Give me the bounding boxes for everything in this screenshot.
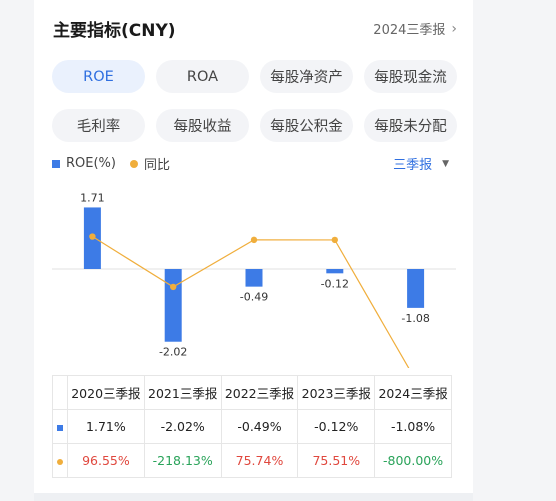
bar-legend-marker xyxy=(52,159,60,168)
roe-bar xyxy=(326,269,344,274)
table-cell: -2.02% xyxy=(143,409,222,444)
table-cell: -0.49% xyxy=(220,409,299,444)
table-row-yoy: 96.55% -218.13% 75.74% 75.51% -800.00% xyxy=(52,443,452,478)
bar-value-label: -2.02 xyxy=(159,346,187,359)
header-marker-cell xyxy=(52,375,68,410)
table-cell: 96.55% xyxy=(67,443,145,478)
table-header-cell: 2020三季报 xyxy=(67,375,145,410)
caret-down-icon: ▼ xyxy=(442,158,449,169)
line-legend-label: 同比 xyxy=(143,158,170,173)
right-gutter xyxy=(473,0,556,501)
chevron-right-icon: › xyxy=(451,20,457,37)
line-legend-marker xyxy=(129,159,138,168)
roe-bar xyxy=(407,269,425,308)
table-header-cell: 2021三季报 xyxy=(143,375,222,410)
table-header-cell: 2024三季报 xyxy=(374,375,452,410)
table-header-cell: 2022三季报 xyxy=(220,375,299,410)
bar-legend-label: ROE(%) xyxy=(66,156,116,171)
roe-row-marker xyxy=(52,409,68,444)
yoy-point xyxy=(170,283,177,291)
indicator-table: 2020三季报 2021三季报 2022三季报 2023三季报 2024三季报 … xyxy=(52,375,452,478)
yoy-point xyxy=(250,236,258,244)
dot-marker-icon xyxy=(57,459,63,465)
tab-eps[interactable]: 每股收益 xyxy=(156,109,249,142)
left-gutter xyxy=(0,0,34,501)
table-header-cell: 2023三季报 xyxy=(297,375,376,410)
yoy-point xyxy=(331,236,338,244)
chart-legend: ROE(%) 同比 xyxy=(52,154,170,173)
bottom-divider xyxy=(34,493,473,501)
indicator-card: 主要指标(CNY) 2024三季报 › ROE ROA 每股净资产 每股现金流 … xyxy=(34,0,473,493)
table-header-row: 2020三季报 2021三季报 2022三季报 2023三季报 2024三季报 xyxy=(52,375,452,410)
table-cell: -0.12% xyxy=(297,409,376,444)
roe-chart: 1.71 -2.02 -0.49 -0.12 -1.08 xyxy=(52,191,456,368)
bar-value-label: -0.49 xyxy=(240,291,268,304)
tab-nav-per-share[interactable]: 每股净资产 xyxy=(260,60,353,93)
period-type-label: 三季报 xyxy=(393,158,433,173)
tab-undistributed-per-share[interactable]: 每股未分配 xyxy=(364,109,457,142)
table-cell: 75.74% xyxy=(220,443,299,478)
bar-marker-icon xyxy=(57,425,63,431)
bar-value-label: -0.12 xyxy=(321,277,349,290)
roe-bar xyxy=(164,269,182,342)
table-cell: -218.13% xyxy=(143,443,222,478)
yoy-point xyxy=(89,233,96,240)
metric-tabs: ROE ROA 每股净资产 每股现金流 毛利率 每股收益 每股公积金 每股未分配 xyxy=(52,60,457,142)
bar-value-label: 1.71 xyxy=(80,191,105,204)
period-type-select[interactable]: 三季报 ▼ xyxy=(393,154,449,173)
card-title: 主要指标(CNY) xyxy=(53,21,176,41)
bar-value-label: -1.08 xyxy=(401,312,429,325)
table-cell: -800.00% xyxy=(374,443,452,478)
table-cell: 1.71% xyxy=(67,409,145,444)
tab-cashflow-per-share[interactable]: 每股现金流 xyxy=(364,60,457,93)
tab-gross-margin[interactable]: 毛利率 xyxy=(52,109,145,142)
table-row-roe: 1.71% -2.02% -0.49% -0.12% -1.08% xyxy=(52,409,452,444)
tab-reserve-per-share[interactable]: 每股公积金 xyxy=(260,109,353,142)
tab-roe[interactable]: ROE xyxy=(52,60,145,93)
tab-roa[interactable]: ROA xyxy=(156,60,249,93)
period-link[interactable]: 2024三季报 › xyxy=(373,19,457,39)
yoy-row-marker xyxy=(52,443,68,478)
roe-bar xyxy=(245,269,263,287)
table-cell: 75.51% xyxy=(297,443,376,478)
table-cell: -1.08% xyxy=(374,409,452,444)
period-label: 2024三季报 xyxy=(373,23,446,38)
